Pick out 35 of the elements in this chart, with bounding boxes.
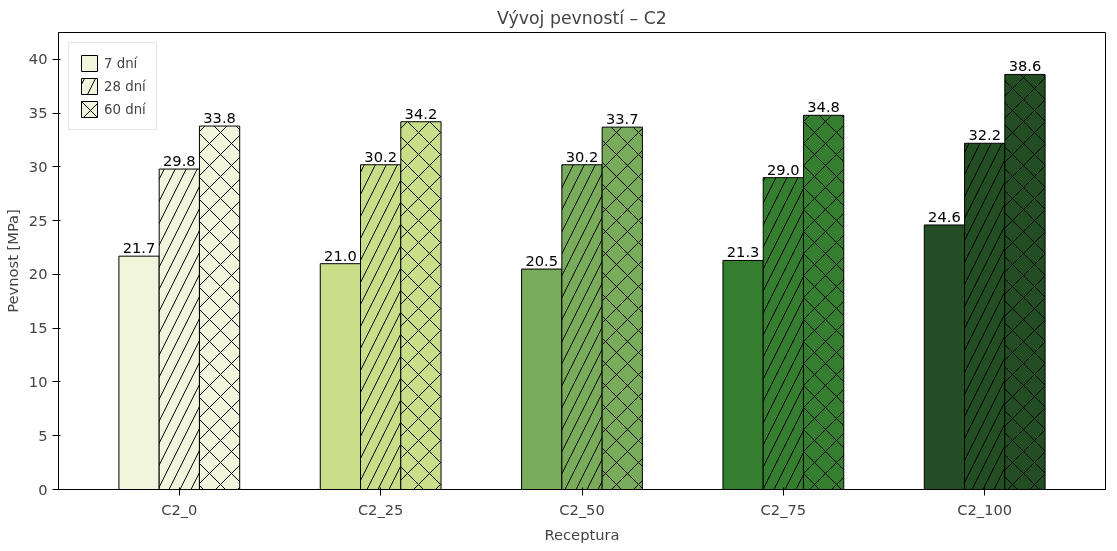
data-label: 34.8 [807,98,840,116]
x-tick-label: C2_75 [760,500,807,518]
data-label: 33.8 [203,109,236,127]
y-tick-label: 10 [28,372,48,390]
x-tick-label: C2_0 [161,500,198,518]
data-label: 33.7 [605,110,639,128]
data-label: 34.2 [404,104,438,122]
data-label: 24.6 [928,207,961,225]
y-tick-label: 25 [28,211,48,229]
x-tick-label: C2_50 [559,500,605,518]
y-tick-label: 30 [28,157,48,175]
y-axis-title: Pevnost [MPa] [3,209,21,313]
chart-title: Vývoj pevností – C2 [497,7,667,28]
legend-label: 60 dní [104,101,146,117]
data-label: 21.7 [122,239,156,257]
data-label: 29.8 [162,152,196,170]
y-tick-label: 15 [28,319,48,337]
x-tick-label: C2_100 [957,500,1013,518]
data-label: 38.6 [1008,57,1042,75]
y-tick-label: 40 [28,50,48,68]
data-label: 29.0 [767,160,800,178]
y-tick-label: 20 [28,265,48,283]
data-label: 30.2 [364,147,397,165]
data-label: 30.2 [565,147,599,165]
y-tick-label: 5 [38,426,48,444]
data-label: 32.2 [968,126,1002,144]
y-tick-label: 0 [38,480,48,498]
y-tick-label: 35 [28,104,48,122]
data-label: 21.0 [324,246,357,264]
x-axis-title: Receptura [544,525,620,543]
data-label: 20.5 [525,252,559,270]
data-label: 21.3 [726,243,760,261]
legend-label: 28 dní [104,78,146,94]
legend-label: 7 dní [104,55,138,71]
x-tick-label: C2_25 [357,500,404,518]
